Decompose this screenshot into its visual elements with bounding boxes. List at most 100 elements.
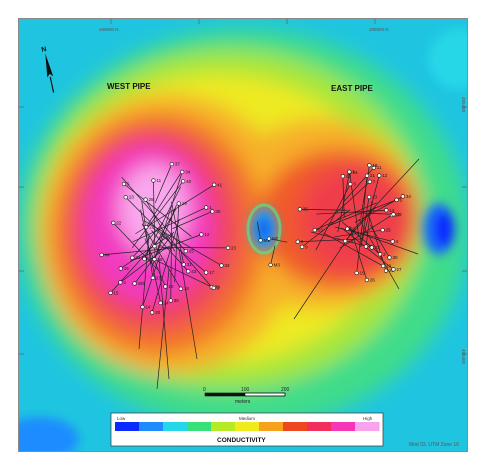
west-drillhole-collar [204,270,209,275]
conductivity-field [19,19,467,451]
east-drillhole-collar [377,252,383,257]
west-drillhole-trace [138,233,150,350]
west-drillhole-collar [149,310,155,315]
west-drillhole-collar [130,255,135,260]
middle-drillhole-collar [268,262,273,267]
west-drillhole-trace [151,219,180,313]
west-drillhole-collar [178,286,183,291]
east-drillhole-collar [391,212,396,217]
west-drillhole-trace [145,171,183,228]
west-drillhole-collar [225,245,231,250]
map-frame: 489900 N 489900 N 489400 489400 N WEST P… [18,18,468,452]
scale-tick-200: 200 [281,387,290,393]
west-drillhole-trace [153,227,207,273]
conductivity-map: 489900 N 489900 N 489400 489400 N WEST P… [19,19,467,451]
east-drillhole-trace [347,228,419,255]
edge-label-right-lower: 489400 [461,349,466,365]
east-drillhole-collar [312,227,317,233]
west-drillhole-collar [152,257,157,262]
east-drillhole-collar [367,163,372,168]
east-drillhole-collar [364,277,369,283]
east-drillhole-trace [299,208,348,211]
middle-drillhole-collar [266,236,272,241]
east-drillhole-label: 17 [395,213,401,218]
east-pipe-label: EAST PIPE [331,84,373,93]
east-drillhole-collar [363,244,369,249]
west-drillhole-collar [123,195,128,200]
west-drillhole-label: 34 [185,169,191,174]
east-drillhole-label: 3 [353,182,356,187]
west-drillhole-label: 39b [138,281,146,286]
east-drillhole-label: 22 [375,245,381,250]
west-drillhole-collar [140,304,145,310]
east-drillhole-label: 12 [382,173,388,178]
west-drillhole-label: 22 [116,220,122,225]
drill-traces [101,158,420,390]
east-drillhole-label: 14 [389,208,395,213]
west-drillhole-collar [204,205,209,210]
east-drillhole-trace [315,183,351,251]
west-drillhole-collar [219,263,224,268]
east-drillhole-label: 5 [400,197,403,202]
west-drillhole-trace [120,247,167,283]
west-drillhole-label: 23 [231,245,237,250]
east-drillhole-label: 30 [392,255,398,260]
west-drillhole-label: 39 [215,285,221,290]
west-drillhole-label: 5 [127,181,130,186]
east-drillhole-label: 35 [303,207,309,212]
east-drillhole-collar [384,208,389,213]
west-drillhole-label: 14 [145,304,151,309]
west-drillhole-label: 20 [155,310,161,315]
east-drillhole-collar [299,244,305,249]
west-drillhole-label: 27 [156,275,162,280]
west-drillhole-label: 16 [124,266,130,271]
west-drillhole-label: 40 [186,179,192,184]
west-drillhole-collar [199,232,204,237]
west-drillhole-trace [151,257,214,289]
edge-label-top-right: 489900 N [369,27,389,32]
west-drillhole-label: 2 [123,280,126,285]
legend-color-ramp [115,422,380,431]
west-drillhole-trace [170,209,173,301]
west-drillhole-collar [143,197,148,202]
west-drillhole-label: 33 [224,263,230,268]
north-arrow: N [41,46,55,93]
west-drillhole-label: 10 [168,284,174,289]
west-drillhole-trace [142,255,160,308]
west-drillhole-collar [132,281,137,286]
east-drillhole-trace [342,167,375,203]
east-drillhole-label: 26 [370,277,376,282]
east-drillhole-collar [345,226,350,231]
east-drillhole-trace [365,201,373,247]
east-drillhole-collar [340,174,345,179]
legend-title: CONDUCTIVITY [217,437,266,444]
east-drillhole-label: 18 [372,163,378,168]
middle-drillhole-label: M3 [274,262,281,267]
east-drillhole-collar [295,239,300,244]
west-drillhole-label: 37 [175,162,181,167]
west-drillhole-collar [210,209,215,214]
legend-swatch [283,422,308,431]
east-drillhole-label: 9 [305,244,308,249]
west-drillhole-collar [211,285,216,291]
east-drillhole-trace [361,175,368,232]
edge-label-top-left: 489900 N [99,27,119,32]
west-drillhole-label: 8 [147,256,150,261]
west-pipe-label: WEST PIPE [107,82,151,91]
west-drillhole-trace [144,186,181,259]
legend-swatch [331,422,356,431]
east-drillhole-trace [334,226,393,242]
east-drillhole-trace [323,232,384,267]
east-drillhole-collar [364,173,370,178]
east-drillhole-trace [344,206,376,242]
east-drillhole-collar [377,173,382,178]
west-drillhole-label: 24 [164,300,170,305]
west-drillhole-collar [118,266,123,271]
east-drillhole-trace [361,196,370,243]
west-drillhole-label: 44 [105,252,111,257]
west-drillhole-trace [145,199,176,252]
east-drillhole-trace [297,238,362,243]
drill-collars: 4143393623182521621353427282240195337102… [99,162,411,315]
east-drillhole-trace [349,226,368,281]
east-drillhole-collar [347,169,352,174]
